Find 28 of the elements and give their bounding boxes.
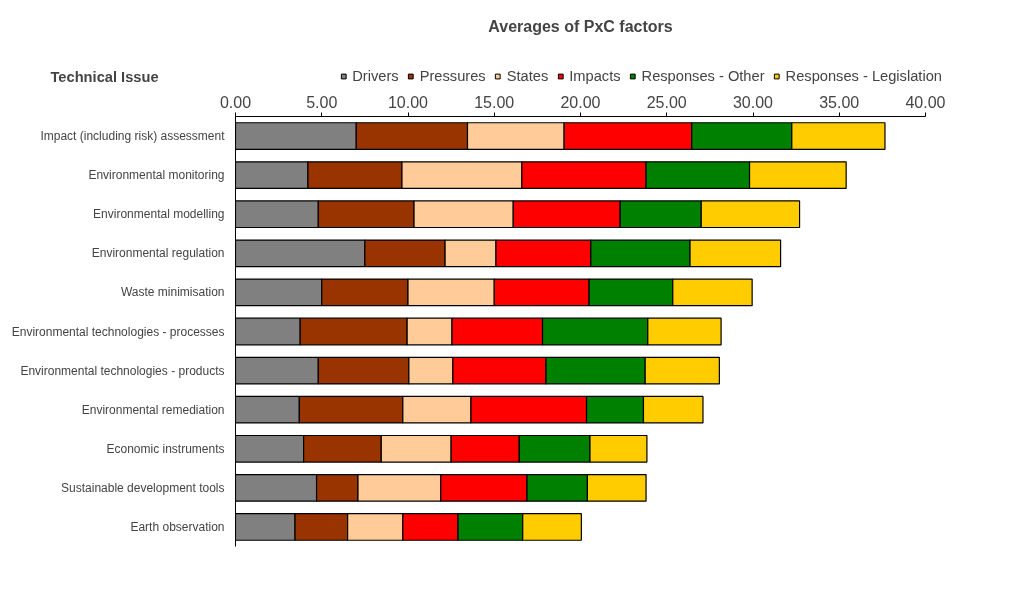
x-tick-label: 25.00 — [646, 93, 687, 111]
y-tick-label: Environmental regulation — [91, 246, 225, 261]
y-tick-label: Earth observation — [130, 519, 225, 534]
legend-label: Responses - Legislation — [785, 68, 942, 84]
legend-label: Responses - Other — [641, 68, 765, 84]
chart-title: Averages of PxC factors — [488, 17, 673, 35]
x-tick-label: 10.00 — [387, 93, 429, 111]
x-tick-label: 5.00 — [306, 93, 338, 111]
x-tick-label: 20.00 — [560, 93, 601, 111]
legend-label: Pressures — [419, 68, 486, 84]
y-tick-label: Waste minimisation — [120, 285, 225, 300]
y-tick-label: Environmental technologies - products — [20, 363, 225, 378]
y-tick-label: Economic instruments — [106, 441, 225, 456]
legend-label: Impacts — [569, 68, 621, 84]
y-axis-title: Technical Issue — [50, 68, 159, 85]
y-tick-label: Environmental monitoring — [88, 168, 225, 183]
legend-label: States — [506, 68, 549, 84]
x-tick-label: 0.00 — [219, 93, 252, 111]
x-tick-label: 40.00 — [905, 93, 946, 111]
y-tick-label: Environmental modelling — [93, 207, 225, 222]
x-tick-label: 35.00 — [819, 93, 860, 111]
x-tick-label: 30.00 — [732, 93, 774, 111]
legend-label: Drivers — [352, 68, 399, 84]
y-tick-label: Impact (including risk) assessment — [40, 129, 226, 144]
x-tick-label: 15.00 — [474, 93, 515, 111]
y-tick-label: Environmental technologies - processes — [11, 324, 225, 339]
y-tick-label: Environmental remediation — [81, 402, 225, 417]
y-tick-label: Sustainable development tools — [61, 480, 225, 495]
